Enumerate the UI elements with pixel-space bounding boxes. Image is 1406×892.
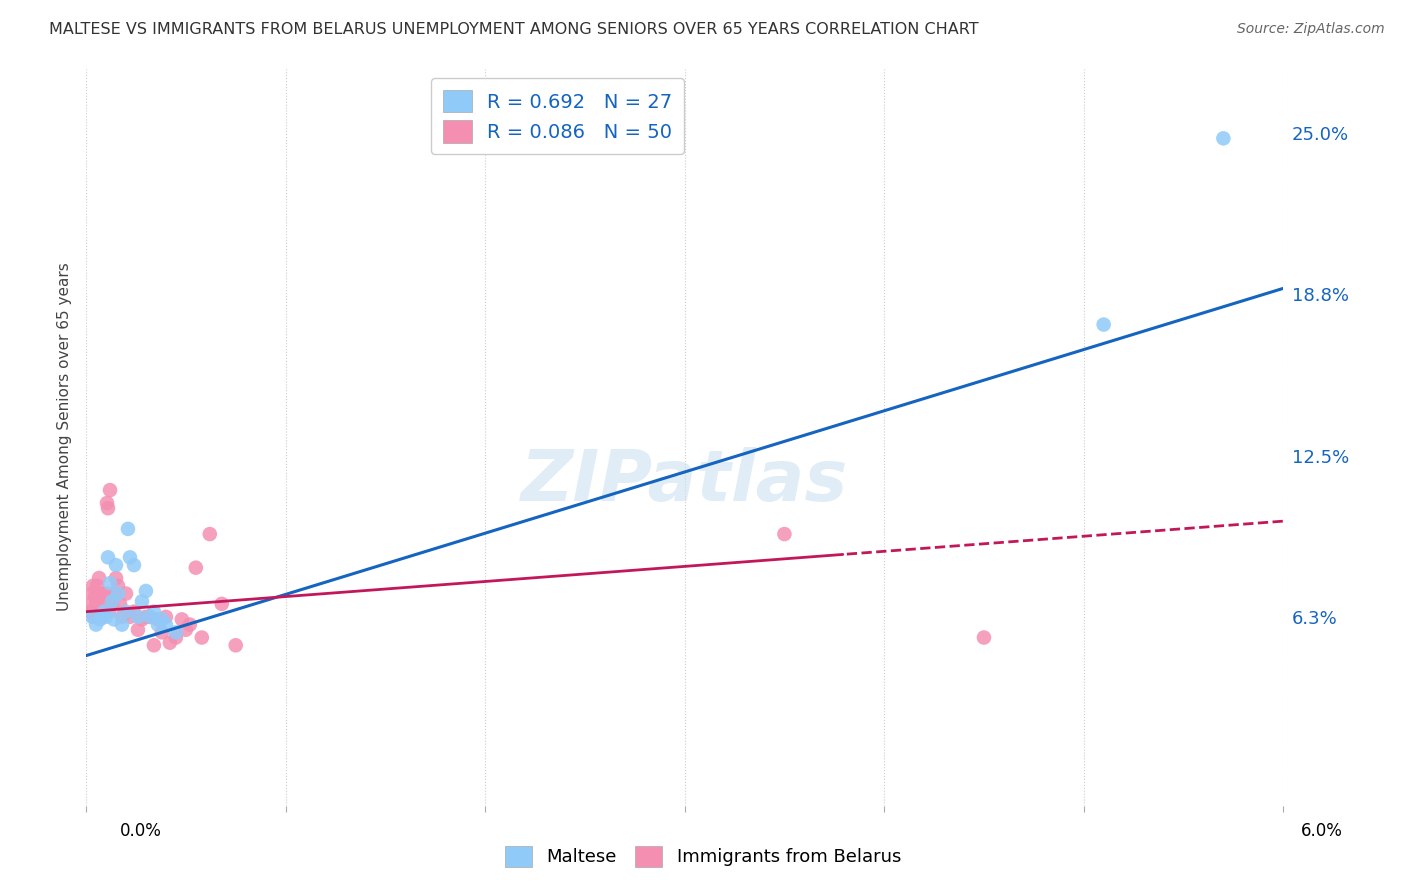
Point — [131, 594, 153, 608]
Point — [97, 501, 120, 516]
Point — [179, 617, 201, 632]
Point — [87, 586, 110, 600]
Point — [84, 617, 107, 632]
Point — [79, 605, 101, 619]
Legend: R = 0.692   N = 27, R = 0.086   N = 50: R = 0.692 N = 27, R = 0.086 N = 50 — [432, 78, 685, 154]
Point — [91, 610, 114, 624]
Point — [96, 496, 118, 510]
Point — [150, 612, 173, 626]
Point — [159, 636, 181, 650]
Point — [127, 610, 149, 624]
Point — [103, 612, 125, 626]
Point — [139, 610, 162, 624]
Point — [98, 605, 121, 619]
Point — [80, 586, 103, 600]
Point — [108, 597, 131, 611]
Point — [131, 612, 153, 626]
Point — [165, 625, 187, 640]
Point — [225, 638, 247, 652]
Point — [89, 612, 111, 626]
Point — [142, 605, 165, 619]
Point — [107, 579, 129, 593]
Point — [184, 560, 207, 574]
Point — [107, 586, 129, 600]
Point — [101, 597, 124, 611]
Point — [97, 550, 120, 565]
Point — [118, 610, 141, 624]
Point — [80, 610, 103, 624]
Point — [122, 605, 145, 619]
Point — [83, 610, 105, 624]
Point — [94, 597, 117, 611]
Point — [93, 605, 115, 619]
Point — [84, 597, 107, 611]
Point — [139, 610, 162, 624]
Point — [146, 617, 169, 632]
Point — [773, 527, 796, 541]
Point — [150, 625, 173, 640]
Point — [191, 631, 214, 645]
Point — [93, 605, 115, 619]
Point — [98, 483, 121, 497]
Point — [86, 579, 108, 593]
Point — [142, 638, 165, 652]
Point — [127, 623, 149, 637]
Point — [111, 610, 134, 624]
Point — [117, 522, 139, 536]
Point — [82, 579, 104, 593]
Point — [174, 623, 197, 637]
Point — [165, 631, 187, 645]
Point — [98, 576, 121, 591]
Point — [973, 631, 995, 645]
Point — [90, 589, 112, 603]
Point — [89, 605, 111, 619]
Point — [111, 617, 134, 632]
Point — [87, 571, 110, 585]
Point — [115, 605, 138, 619]
Point — [155, 617, 177, 632]
Point — [135, 584, 157, 599]
Point — [105, 571, 128, 585]
Legend: Maltese, Immigrants from Belarus: Maltese, Immigrants from Belarus — [498, 838, 908, 874]
Point — [84, 589, 107, 603]
Point — [94, 610, 117, 624]
Y-axis label: Unemployment Among Seniors over 65 years: Unemployment Among Seniors over 65 years — [58, 263, 72, 611]
Point — [170, 612, 193, 626]
Point — [118, 550, 141, 565]
Point — [198, 527, 221, 541]
Point — [80, 597, 103, 611]
Text: Source: ZipAtlas.com: Source: ZipAtlas.com — [1237, 22, 1385, 37]
Text: MALTESE VS IMMIGRANTS FROM BELARUS UNEMPLOYMENT AMONG SENIORS OVER 65 YEARS CORR: MALTESE VS IMMIGRANTS FROM BELARUS UNEMP… — [49, 22, 979, 37]
Text: 0.0%: 0.0% — [120, 822, 162, 840]
Point — [115, 586, 138, 600]
Point — [211, 597, 233, 611]
Point — [101, 594, 124, 608]
Point — [91, 586, 114, 600]
Text: ZIPatlas: ZIPatlas — [522, 447, 848, 516]
Point — [103, 586, 125, 600]
Point — [155, 610, 177, 624]
Text: 6.0%: 6.0% — [1301, 822, 1343, 840]
Point — [135, 610, 157, 624]
Point — [122, 558, 145, 573]
Point — [1212, 131, 1234, 145]
Point — [94, 586, 117, 600]
Point — [146, 612, 169, 626]
Point — [105, 558, 128, 573]
Point — [1092, 318, 1115, 332]
